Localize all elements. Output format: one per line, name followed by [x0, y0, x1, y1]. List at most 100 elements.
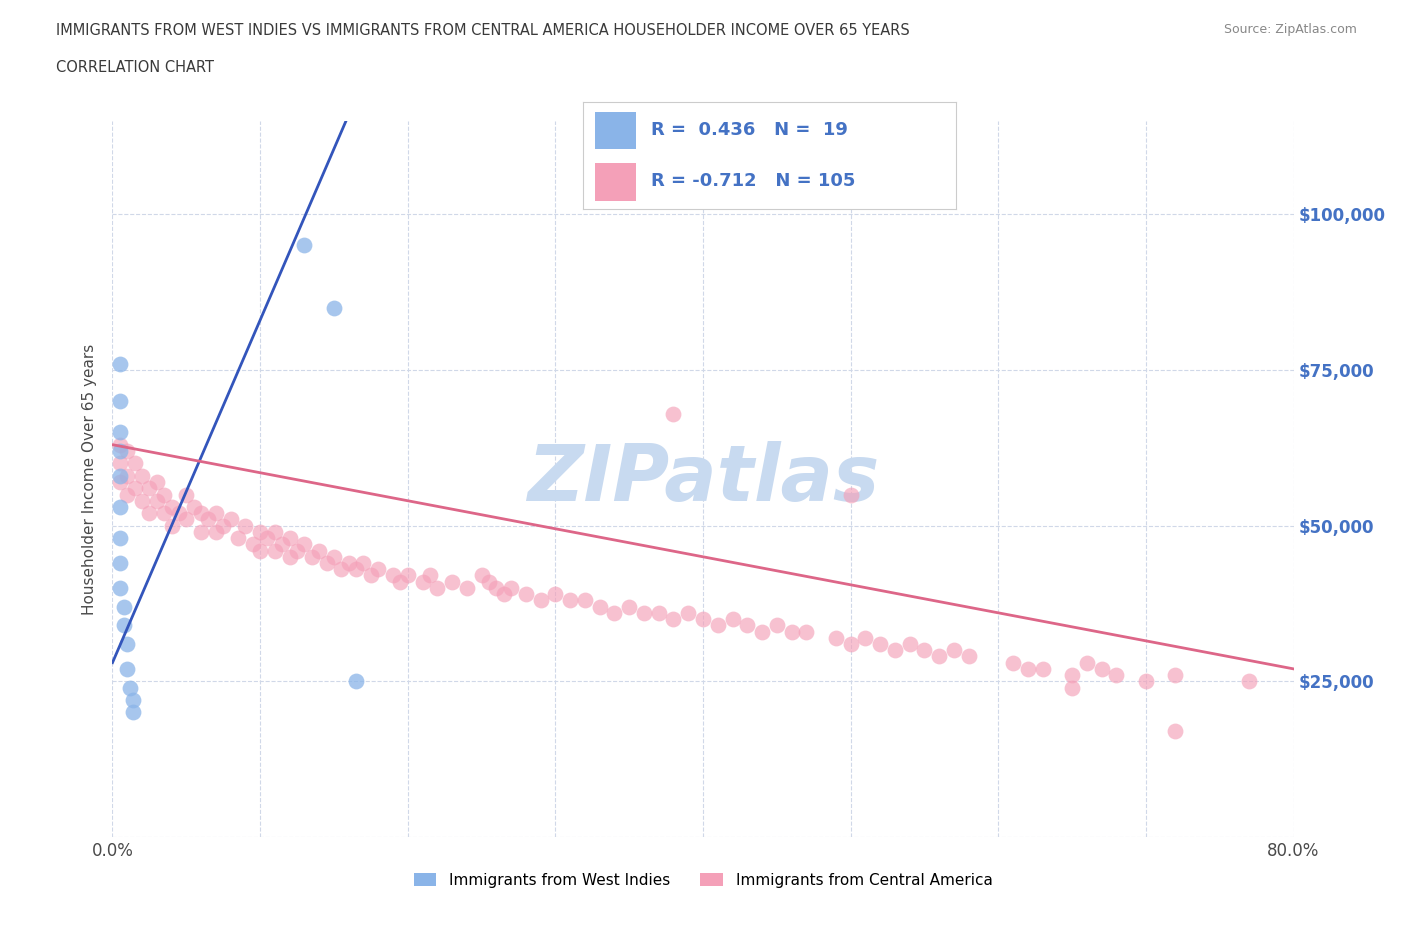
- Point: [869, 636, 891, 651]
- Point: [485, 580, 508, 595]
- Point: [558, 593, 582, 608]
- Point: [117, 444, 138, 458]
- Point: [839, 487, 862, 502]
- Point: [367, 562, 389, 577]
- Point: [1164, 724, 1187, 738]
- Point: [242, 537, 264, 551]
- Point: [205, 525, 228, 539]
- Point: [174, 512, 197, 527]
- Point: [256, 531, 278, 546]
- Point: [122, 693, 145, 708]
- Point: [1076, 656, 1098, 671]
- Point: [470, 568, 494, 583]
- Point: [301, 550, 323, 565]
- Point: [108, 555, 131, 570]
- Point: [382, 568, 405, 583]
- Point: [108, 531, 131, 546]
- Point: [249, 525, 271, 539]
- Point: [780, 624, 803, 639]
- Point: [233, 518, 256, 533]
- Point: [131, 493, 153, 508]
- Point: [529, 593, 551, 608]
- Point: [197, 512, 219, 527]
- Point: [456, 580, 478, 595]
- Point: [278, 550, 301, 565]
- Point: [117, 661, 138, 676]
- Text: IMMIGRANTS FROM WEST INDIES VS IMMIGRANTS FROM CENTRAL AMERICA HOUSEHOLDER INCOM: IMMIGRANTS FROM WEST INDIES VS IMMIGRANT…: [56, 23, 910, 38]
- Point: [360, 568, 382, 583]
- Point: [190, 525, 212, 539]
- Point: [315, 555, 337, 570]
- Point: [117, 636, 138, 651]
- Point: [108, 437, 131, 452]
- Point: [957, 649, 980, 664]
- Point: [108, 469, 131, 484]
- Point: [1091, 661, 1114, 676]
- Point: [108, 356, 131, 371]
- Point: [292, 537, 315, 551]
- Point: [205, 506, 228, 521]
- Text: R = -0.712   N = 105: R = -0.712 N = 105: [651, 172, 855, 191]
- Point: [914, 643, 936, 658]
- Point: [1062, 680, 1084, 695]
- Point: [117, 469, 138, 484]
- Point: [117, 487, 138, 502]
- Point: [737, 618, 759, 632]
- Text: CORRELATION CHART: CORRELATION CHART: [56, 60, 214, 75]
- Point: [1105, 668, 1128, 683]
- Point: [323, 300, 346, 315]
- Point: [751, 624, 773, 639]
- Y-axis label: Householder Income Over 65 years: Householder Income Over 65 years: [82, 343, 97, 615]
- Point: [441, 574, 464, 589]
- Point: [766, 618, 789, 632]
- Point: [1135, 674, 1157, 689]
- Point: [678, 605, 700, 620]
- Point: [344, 674, 367, 689]
- Point: [492, 587, 515, 602]
- Point: [855, 631, 877, 645]
- Point: [308, 543, 330, 558]
- Point: [124, 456, 146, 471]
- Point: [146, 493, 169, 508]
- Point: [108, 444, 131, 458]
- Point: [108, 425, 131, 440]
- Point: [124, 481, 146, 496]
- Point: [647, 605, 671, 620]
- Text: R =  0.436   N =  19: R = 0.436 N = 19: [651, 121, 848, 140]
- Point: [1164, 668, 1187, 683]
- Point: [478, 574, 501, 589]
- Point: [264, 525, 287, 539]
- Text: ZIPatlas: ZIPatlas: [527, 441, 879, 517]
- Point: [574, 593, 596, 608]
- Point: [131, 469, 153, 484]
- Point: [271, 537, 294, 551]
- Point: [278, 531, 301, 546]
- Point: [108, 393, 131, 408]
- Point: [396, 568, 419, 583]
- Point: [389, 574, 412, 589]
- FancyBboxPatch shape: [595, 164, 636, 201]
- Point: [337, 555, 360, 570]
- Point: [219, 512, 242, 527]
- Point: [190, 506, 212, 521]
- Point: [824, 631, 846, 645]
- Point: [122, 705, 145, 720]
- Point: [330, 562, 353, 577]
- Point: [146, 474, 169, 489]
- Point: [1001, 656, 1024, 671]
- Point: [174, 487, 197, 502]
- Point: [160, 518, 183, 533]
- Point: [515, 587, 537, 602]
- Point: [352, 555, 374, 570]
- Point: [108, 474, 131, 489]
- Point: [285, 543, 308, 558]
- Point: [796, 624, 818, 639]
- Point: [633, 605, 655, 620]
- Point: [692, 612, 714, 627]
- Point: [167, 506, 190, 521]
- Point: [226, 531, 249, 546]
- Point: [426, 580, 449, 595]
- Point: [942, 643, 965, 658]
- Point: [108, 580, 131, 595]
- Point: [153, 506, 176, 521]
